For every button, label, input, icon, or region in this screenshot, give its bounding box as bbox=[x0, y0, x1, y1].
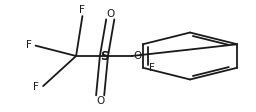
Text: F: F bbox=[79, 5, 85, 15]
Text: S: S bbox=[100, 50, 108, 62]
Text: O: O bbox=[96, 96, 104, 106]
Text: F: F bbox=[33, 82, 39, 92]
Text: F: F bbox=[149, 63, 155, 73]
Text: F: F bbox=[26, 40, 32, 50]
Text: O: O bbox=[133, 51, 142, 61]
Text: O: O bbox=[106, 9, 114, 19]
